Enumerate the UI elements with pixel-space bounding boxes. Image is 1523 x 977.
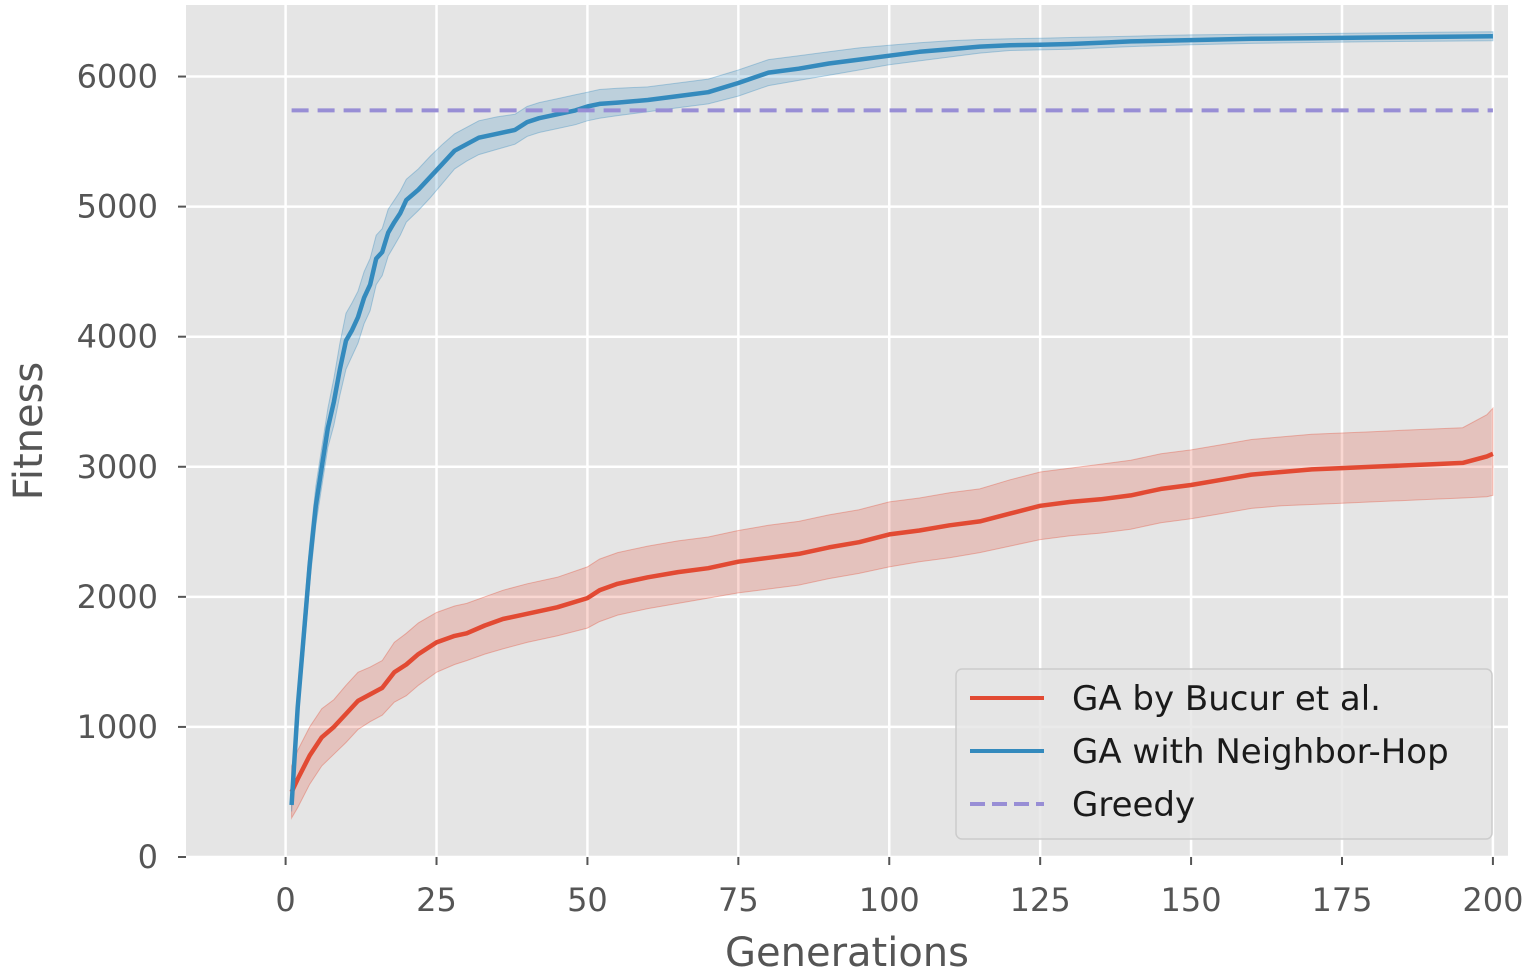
y-tick-label: 4000: [77, 318, 158, 356]
line-ga-by-bucur-et-al: [289, 451, 1494, 793]
x-axis: 0 25 50 75 100 125 150 175 200: [275, 857, 1523, 919]
y-tick-label: 3000: [77, 448, 158, 486]
x-tick-label: 200: [1462, 881, 1523, 919]
x-tick-label: 0: [275, 881, 295, 919]
x-tick-label: 150: [1161, 881, 1222, 919]
y-tick-label: 0: [138, 838, 158, 876]
y-axis: 0 1000 2000 3000 4000 5000 6000: [77, 58, 186, 876]
legend-box: [955, 668, 1493, 840]
y-tick-label: 2000: [77, 578, 158, 616]
x-tick-label: 175: [1311, 881, 1372, 919]
band-ga-by-bucur-et-al: [291, 406, 1494, 820]
x-tick-label: 50: [567, 881, 608, 919]
y-tick-label: 6000: [77, 58, 158, 96]
band-ga-with-neighbor-hop: [291, 31, 1494, 812]
legend-label-greedy: Greedy: [1072, 785, 1195, 825]
y-axis-label: Fitness: [6, 362, 52, 501]
legend-label-ga-bucur: GA by Bucur et al.: [1072, 679, 1381, 719]
legend: GA by Bucur et al. GA with Neighbor-Hop …: [955, 668, 1493, 840]
y-tick-label: 5000: [77, 188, 158, 226]
line-ga-with-neighbor-hop: [289, 33, 1493, 806]
confidence-bands: [291, 31, 1494, 820]
series-lines: [289, 33, 1494, 806]
x-tick-label: 100: [859, 881, 920, 919]
x-axis-label: Generations: [725, 930, 969, 976]
y-tick-label: 1000: [77, 708, 158, 746]
x-tick-label: 25: [416, 881, 457, 919]
x-tick-label: 125: [1010, 881, 1071, 919]
x-tick-label: 75: [718, 881, 759, 919]
legend-label-ga-neighbor: GA with Neighbor-Hop: [1072, 732, 1449, 772]
